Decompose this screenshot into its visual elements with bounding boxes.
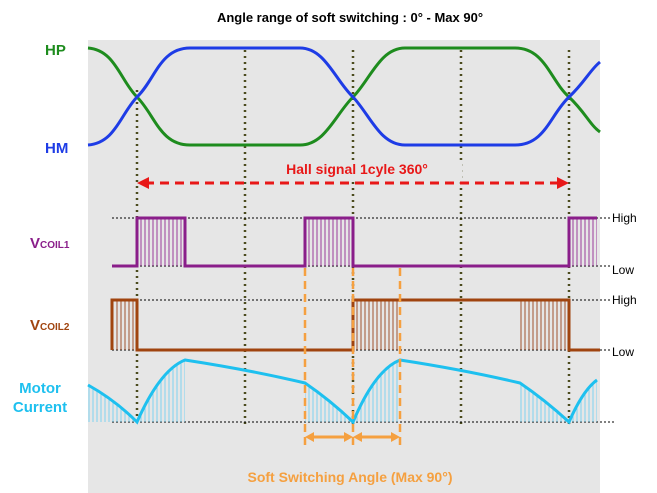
coil1-label: VCOIL1 bbox=[30, 235, 70, 252]
cycle-label-bg bbox=[252, 160, 462, 178]
footer: Soft Switching Angle (Max 90°) bbox=[248, 469, 453, 485]
hm-label: HM bbox=[45, 140, 68, 157]
hm-wave bbox=[87, 46, 601, 147]
current-wave bbox=[87, 358, 598, 425]
coil2-hatch bbox=[353, 300, 400, 350]
coil2-hatch bbox=[112, 300, 137, 350]
coil1-high: High bbox=[612, 211, 637, 225]
coil2-hatch bbox=[520, 300, 569, 350]
coil2-label: VCOIL2 bbox=[30, 317, 70, 334]
soft-arrowheads bbox=[305, 432, 400, 442]
coil2-low: Low bbox=[612, 345, 634, 359]
cycle-label: Hall signal 1cyle 360° bbox=[286, 161, 428, 177]
coil2-high: High bbox=[612, 293, 637, 307]
coil1-hatch bbox=[305, 218, 353, 266]
coil1-hatch bbox=[137, 218, 183, 266]
current-label: Motor Current bbox=[13, 380, 67, 416]
coil1-low: Low bbox=[612, 263, 634, 277]
title: Angle range of soft switching : 0° - Max… bbox=[217, 10, 483, 25]
hp-label: HP bbox=[45, 42, 66, 59]
soft-lines bbox=[303, 268, 402, 448]
coil1-signal bbox=[112, 216, 597, 268]
coil1-hatch bbox=[569, 218, 597, 266]
